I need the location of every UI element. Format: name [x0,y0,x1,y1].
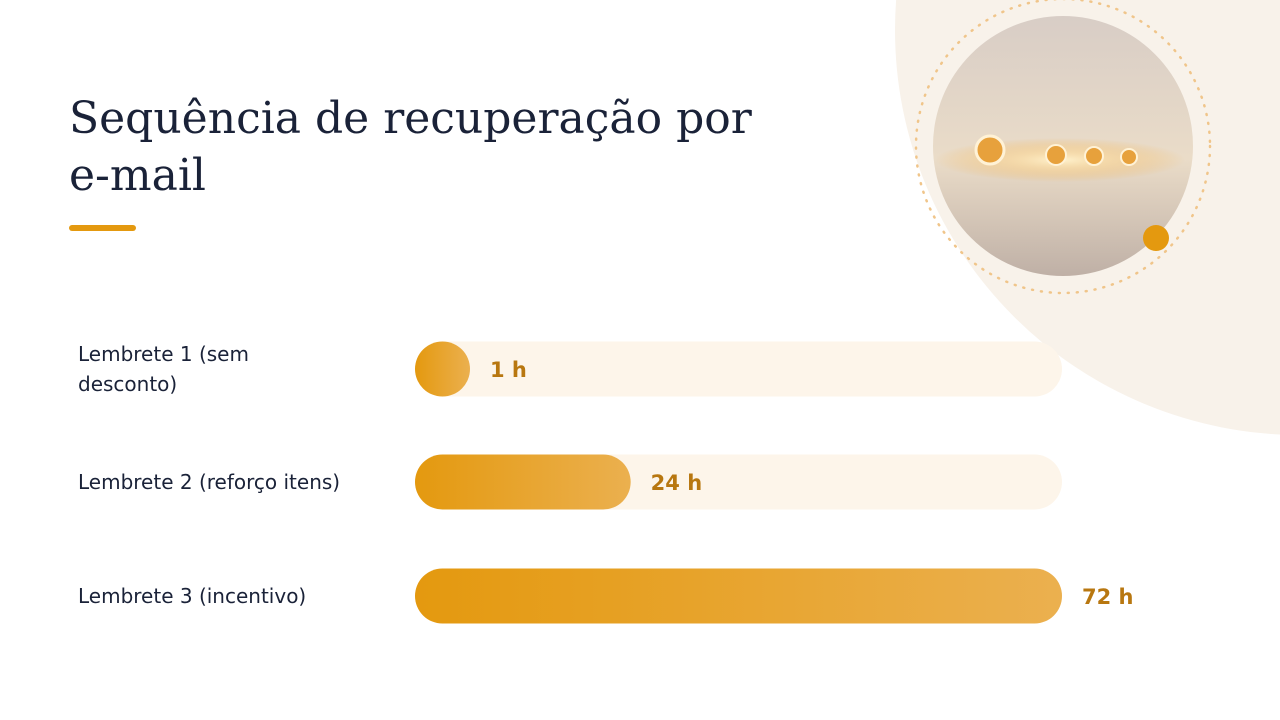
dotted-ring [914,0,1212,295]
value-label: 24 h [651,471,703,495]
category-label: Lembrete 3 (incentivo) [78,584,307,608]
bar [415,454,631,510]
accent-dot [1143,225,1169,251]
chart-title: Sequência de recuperação por e-mail [69,93,752,201]
title-underline [69,225,136,231]
bar [415,568,1062,624]
value-label: 72 h [1082,585,1134,609]
bar [415,341,470,397]
bar-track [415,341,1062,397]
category-label: Lembrete 2 (reforço itens) [78,470,341,494]
email-icons [974,134,1138,166]
category-label: Lembrete 1 (sem desconto) [78,342,249,396]
value-label: 1 h [490,358,527,382]
